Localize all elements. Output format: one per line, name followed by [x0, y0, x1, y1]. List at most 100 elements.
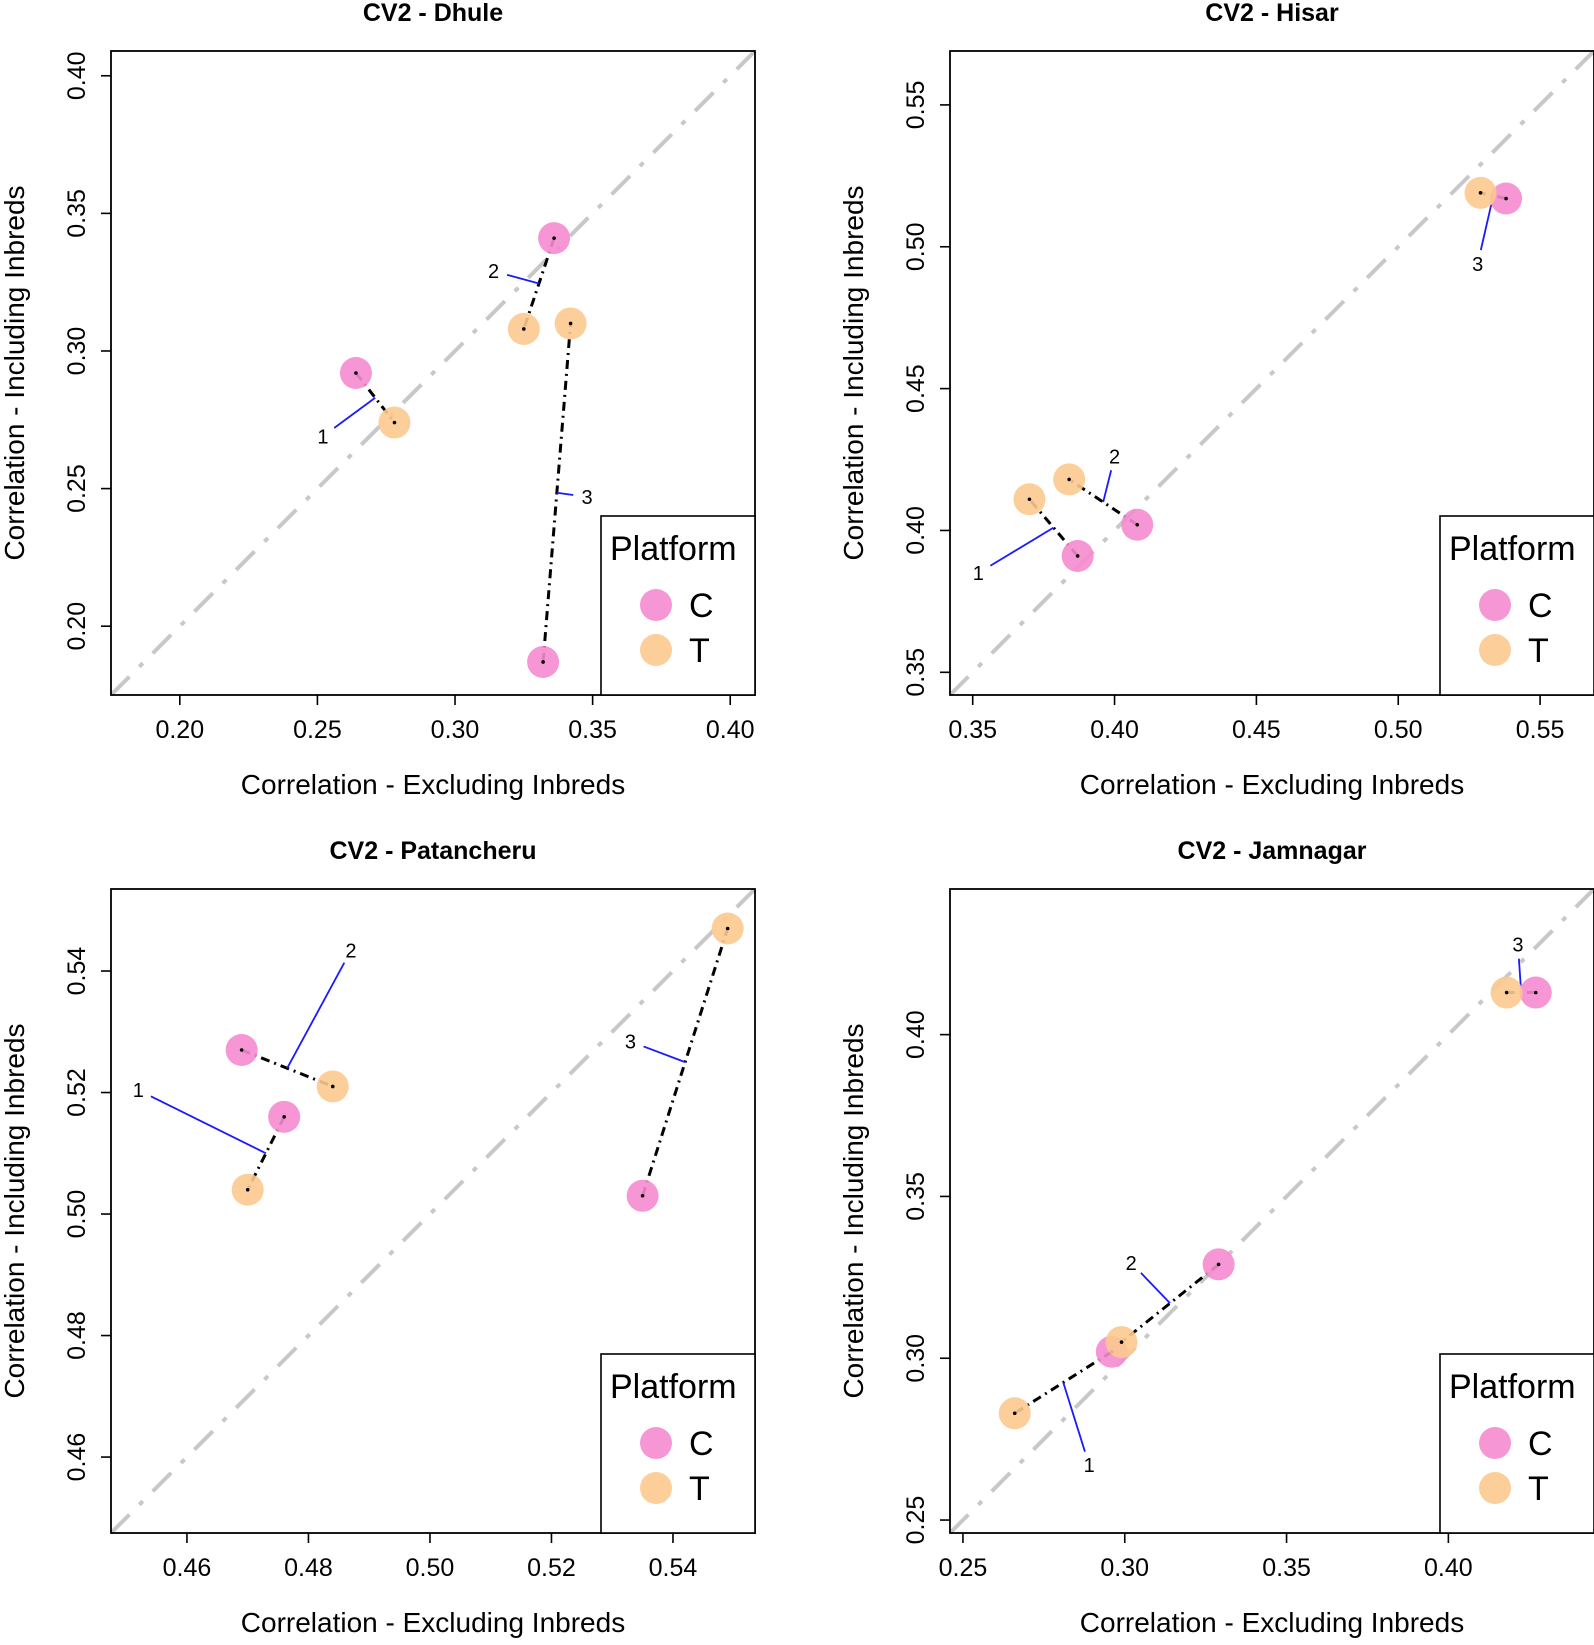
- label-leader: [286, 962, 346, 1069]
- pair-label: 2: [345, 940, 356, 962]
- point-center-dot: [1027, 497, 1032, 502]
- x-tick-label: 0.30: [431, 716, 480, 744]
- identity-line: [109, 49, 757, 697]
- x-axis-label: Correlation - Excluding Inbreds: [241, 769, 625, 800]
- y-tick-label: 0.48: [63, 1311, 91, 1360]
- x-axis-label: Correlation - Excluding Inbreds: [241, 1607, 625, 1638]
- label-leader: [1479, 195, 1495, 251]
- identity-line: [109, 887, 757, 1535]
- x-axis-label: Correlation - Excluding Inbreds: [1080, 1607, 1464, 1638]
- x-tick-label: 0.25: [939, 1554, 988, 1582]
- point-center-dot: [568, 321, 573, 326]
- y-tick-label: 0.35: [902, 1172, 930, 1221]
- plot-frame: [949, 888, 1594, 1534]
- legend-swatch-C: [1479, 589, 1511, 621]
- point-center-dot: [330, 1084, 335, 1089]
- legend-label-C: C: [689, 1425, 714, 1463]
- legend-swatch-C: [640, 589, 672, 621]
- panel-title: CV2 - Hisar: [1205, 0, 1339, 27]
- legend: Platform CT: [600, 1353, 756, 1534]
- x-tick-label: 0.55: [1516, 716, 1565, 744]
- x-tick-label: 0.30: [1100, 1554, 1149, 1582]
- plot-frame: [110, 888, 756, 1534]
- point-center-dot: [1533, 990, 1538, 995]
- point-center-dot: [725, 926, 730, 931]
- x-tick-label: 0.35: [948, 716, 997, 744]
- point-center-dot: [1012, 1411, 1017, 1416]
- legend-swatch-T: [640, 1472, 672, 1504]
- label-leader: [989, 526, 1055, 567]
- label-leader: [556, 491, 574, 496]
- identity-line: [948, 887, 1594, 1535]
- y-tick-label: 0.25: [63, 464, 91, 513]
- scatter-panel: CV2 - Jamnagar 1 2 3 0.25 0.30 0.35 0.40 0.25 0.3…: [838, 837, 1594, 1638]
- point-center-dot: [1067, 477, 1071, 482]
- point-center-dot: [1075, 554, 1080, 558]
- pair-label: 3: [1472, 254, 1483, 276]
- point-center-dot: [541, 660, 545, 664]
- point-center-dot: [1119, 1340, 1124, 1344]
- label-leader: [333, 397, 376, 429]
- y-tick-label: 0.35: [902, 648, 930, 697]
- point-center-dot: [282, 1115, 286, 1119]
- y-tick-label: 0.35: [63, 189, 91, 238]
- x-tick-label: 0.46: [163, 1554, 212, 1582]
- pair-label: 2: [1109, 447, 1120, 469]
- x-tick-label: 0.45: [1232, 716, 1281, 744]
- legend-box: [1439, 515, 1594, 696]
- y-axis-label: Correlation - Including Inbreds: [838, 185, 869, 560]
- pair-label: 2: [1126, 1253, 1137, 1275]
- y-tick-label: 0.45: [902, 364, 930, 413]
- x-tick-label: 0.25: [293, 716, 342, 744]
- legend-title: Platform: [610, 530, 737, 568]
- y-axis-label: Correlation - Including Inbreds: [0, 1023, 30, 1398]
- label-leader: [1102, 470, 1113, 503]
- pair-label: 3: [582, 487, 593, 509]
- pair-label: 1: [1084, 1455, 1095, 1477]
- y-tick-label: 0.50: [902, 222, 930, 271]
- y-tick-label: 0.50: [63, 1190, 91, 1239]
- y-tick-label: 0.52: [63, 1068, 91, 1117]
- y-tick-label: 0.40: [902, 1010, 930, 1059]
- legend-title: Platform: [1449, 1368, 1576, 1406]
- label-leader: [1140, 1272, 1171, 1304]
- y-tick-label: 0.25: [902, 1496, 930, 1545]
- legend-label-C: C: [1528, 587, 1553, 625]
- legend-label-C: C: [689, 587, 714, 625]
- legend-label-C: C: [1528, 1425, 1553, 1463]
- identity-line: [948, 49, 1594, 697]
- point-center-dot: [522, 327, 526, 331]
- point-center-dot: [245, 1187, 250, 1192]
- scatter-panel: CV2 - Patancheru 1 2 3 0.46 0.48 0.50 0.52 0.54 0…: [0, 837, 757, 1638]
- x-tick-label: 0.50: [1374, 716, 1423, 744]
- point-center-dot: [1478, 191, 1483, 195]
- pair-label: 2: [488, 261, 499, 283]
- x-tick-label: 0.54: [649, 1554, 698, 1582]
- legend-label-T: T: [1528, 632, 1549, 670]
- pair-label: 1: [973, 563, 984, 585]
- panel-title: CV2 - Dhule: [363, 0, 503, 27]
- point-center-dot: [1135, 522, 1140, 527]
- label-leader: [506, 273, 540, 285]
- x-tick-label: 0.40: [1424, 1554, 1473, 1582]
- point-center-dot: [552, 236, 556, 240]
- legend-swatch-T: [1479, 634, 1511, 666]
- y-tick-label: 0.40: [63, 51, 91, 100]
- y-tick-label: 0.55: [902, 81, 930, 130]
- x-tick-label: 0.40: [706, 716, 755, 744]
- y-tick-label: 0.46: [63, 1433, 91, 1482]
- pair-label: 1: [317, 426, 328, 448]
- x-tick-label: 0.48: [284, 1554, 333, 1582]
- legend-label-T: T: [1528, 1470, 1549, 1508]
- y-axis-label: Correlation - Including Inbreds: [0, 185, 30, 560]
- legend-swatch-T: [640, 634, 672, 666]
- point-center-dot: [640, 1194, 645, 1198]
- plot-frame: [949, 50, 1594, 696]
- label-leader: [1062, 1382, 1086, 1452]
- x-tick-label: 0.35: [1262, 1554, 1311, 1582]
- pair-label: 3: [1512, 935, 1523, 957]
- pair-label: 3: [625, 1031, 636, 1053]
- x-tick-label: 0.35: [568, 716, 617, 744]
- legend-swatch-C: [1479, 1427, 1511, 1459]
